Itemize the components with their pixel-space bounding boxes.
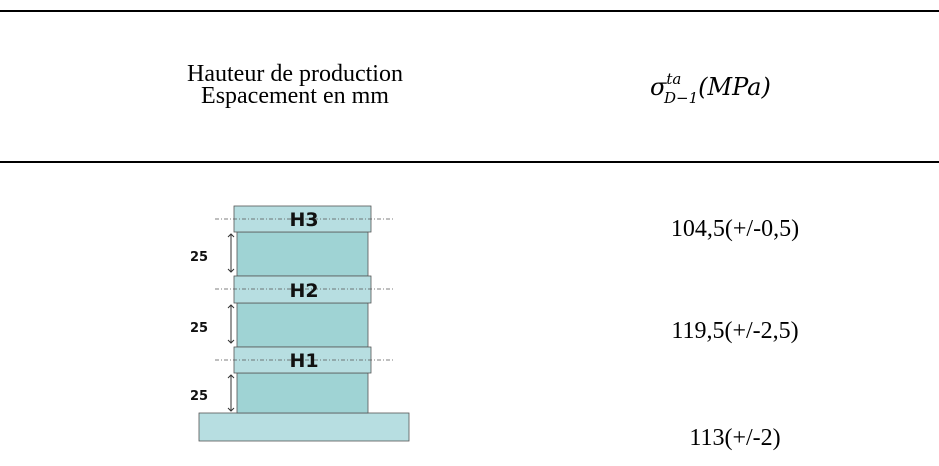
arrow xyxy=(227,233,235,273)
column xyxy=(236,231,369,277)
plate xyxy=(233,275,372,304)
column xyxy=(236,302,369,348)
superscript: ta xyxy=(666,70,681,88)
cell-value: 113(+/-2) xyxy=(689,425,780,451)
base-plate xyxy=(198,412,410,442)
spacing-label: 25 xyxy=(190,389,208,404)
column xyxy=(236,372,369,414)
spacing-label: 25 xyxy=(190,321,208,336)
level-label: H2 xyxy=(289,280,318,302)
spacing-label: 25 xyxy=(190,250,208,265)
header-symbol: σta D−1(MPa) xyxy=(650,70,771,107)
header-text: Hauteur de production xyxy=(187,61,403,87)
level-label: H1 xyxy=(289,350,318,372)
arrow xyxy=(227,374,235,412)
unit: (MPa) xyxy=(698,73,771,101)
specimen-diagram: H3 H2 H1 25 25 25 xyxy=(190,205,410,442)
cell-value: 119,5(+/-2,5) xyxy=(671,318,798,344)
header-text: Espacement en mm xyxy=(201,83,389,109)
arrow xyxy=(227,304,235,344)
sigma: σ xyxy=(650,73,667,101)
level-label: H3 xyxy=(289,209,318,231)
cell-value: 104,5(+/-0,5) xyxy=(671,216,799,242)
subscript: D−1 xyxy=(663,89,698,107)
